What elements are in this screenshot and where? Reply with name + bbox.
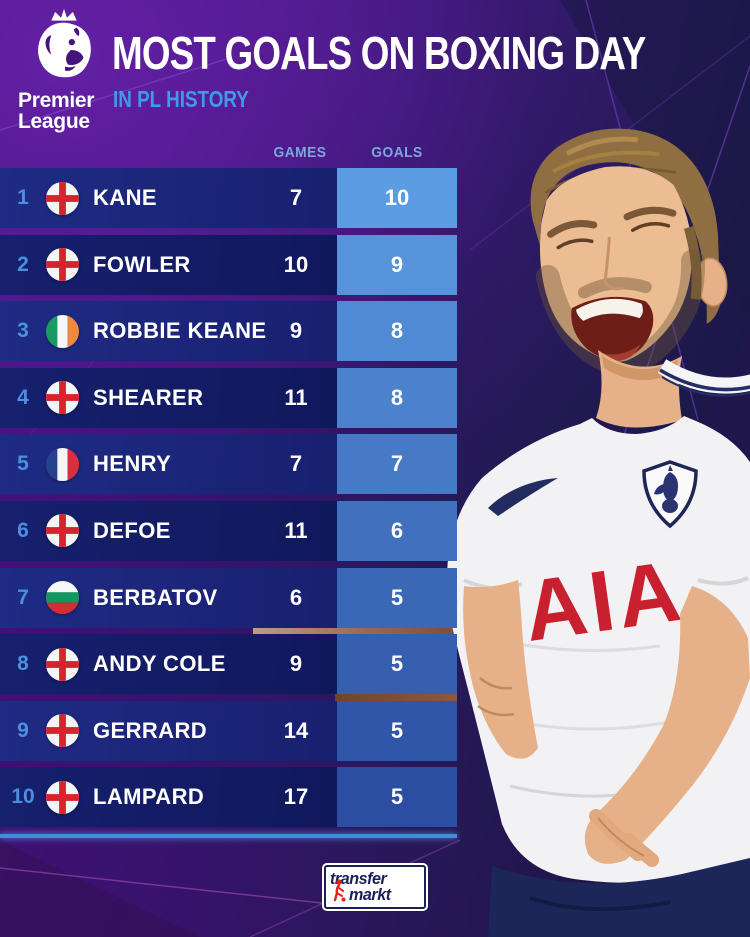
goals-cell: 5 <box>337 567 457 628</box>
table-row: 10 LAMPARD 17 5 <box>0 767 457 828</box>
table-row: 9 GERRARD 14 5 <box>0 700 457 761</box>
premier-league-lion-icon <box>38 8 91 78</box>
goals-value: 8 <box>390 318 404 344</box>
goals-cell: 7 <box>337 434 457 495</box>
goals-cell: 5 <box>337 767 457 828</box>
games-value: 6 <box>289 584 303 610</box>
games-value: 7 <box>289 185 303 210</box>
footballer-icon <box>333 879 346 902</box>
england-flag-icon <box>46 714 79 748</box>
player-name: HENRY <box>93 451 172 477</box>
player-name: GERRARD <box>93 717 208 743</box>
games-value: 9 <box>289 318 303 344</box>
brand-line1: transfer <box>330 868 387 888</box>
player-name: ROBBIE KEANE <box>93 318 267 344</box>
goals-cell: 8 <box>337 301 457 362</box>
games-value: 9 <box>289 651 303 677</box>
player-name: DEFOE <box>93 517 171 543</box>
england-flag-icon <box>46 514 79 548</box>
goals-value: 7 <box>390 451 404 477</box>
goals-value: 5 <box>390 651 404 677</box>
photo-arm-sliver <box>335 694 457 703</box>
rank-label: 8 <box>17 652 29 676</box>
table-row: 1 KANE 7 10 <box>0 168 457 228</box>
england-flag-icon <box>46 248 79 282</box>
goals-value: 9 <box>390 251 404 277</box>
table-row: 3 ROBBIE KEANE 9 8 <box>0 301 457 362</box>
ireland-flag-icon <box>46 314 79 348</box>
table-rows: 1 KANE 7 10 2 FOWLER 10 9 3 ROBBIE KEANE… <box>0 168 457 828</box>
games-value: 11 <box>284 384 308 410</box>
rank-label: 4 <box>17 385 29 409</box>
goals-cell: 9 <box>337 234 457 295</box>
table-column-headers: GAMES GOALS <box>0 144 457 164</box>
goals-value: 5 <box>390 584 404 610</box>
rank-label: 5 <box>17 452 29 476</box>
page-subtitle: IN PL HISTORY <box>113 86 249 112</box>
rank-label: 6 <box>17 518 29 542</box>
player-name: FOWLER <box>93 251 191 277</box>
games-value: 17 <box>283 784 309 810</box>
rank-label: 7 <box>17 585 29 609</box>
games-value: 7 <box>289 451 303 477</box>
player-name: ANDY COLE <box>93 651 226 677</box>
player-name: LAMPARD <box>93 784 205 810</box>
goals-value: 5 <box>390 784 404 810</box>
england-flag-icon <box>46 647 79 681</box>
goals-cell: 10 <box>337 168 457 228</box>
photo-arm-sliver <box>253 627 457 636</box>
table-underline <box>0 834 457 838</box>
france-flag-icon <box>46 447 79 481</box>
goals-cell: 8 <box>337 367 457 428</box>
kane-photo: AIA <box>446 128 750 937</box>
table-row: 6 DEFOE 11 6 <box>0 500 457 561</box>
table-row: 5 HENRY 7 7 <box>0 434 457 495</box>
goals-value: 10 <box>384 185 410 210</box>
page-title: MOST GOALS ON BOXING DAY <box>112 27 646 79</box>
goals-value: 6 <box>390 517 404 543</box>
rank-label: 9 <box>17 718 29 742</box>
table-row: 2 FOWLER 10 9 <box>0 234 457 295</box>
table-row: 7 BERBATOV 6 5 <box>0 567 457 628</box>
games-value: 14 <box>283 717 309 743</box>
player-name: KANE <box>93 185 157 210</box>
goals-cell: 6 <box>337 500 457 561</box>
player-name: SHEARER <box>93 384 204 410</box>
league-logo-line1: Premier <box>18 89 95 112</box>
league-logo-line2: League <box>18 110 90 134</box>
games-value: 11 <box>284 517 308 543</box>
column-header-goals: GOALS <box>371 144 423 161</box>
goals-cell: 5 <box>337 700 457 761</box>
player-name: BERBATOV <box>93 584 218 610</box>
rank-label: 3 <box>17 319 29 343</box>
goals-value: 8 <box>390 384 404 410</box>
games-value: 10 <box>283 251 309 277</box>
brand-line2: markt <box>349 885 391 904</box>
england-flag-icon <box>46 181 79 215</box>
goals-cell: 5 <box>337 634 457 695</box>
table-row: 4 SHEARER 11 8 <box>0 367 457 428</box>
table-row: 8 ANDY COLE 9 5 <box>0 634 457 695</box>
rank-label: 2 <box>17 252 29 276</box>
england-flag-icon <box>46 381 79 415</box>
column-header-games: GAMES <box>273 144 327 161</box>
rank-label: 10 <box>11 785 35 809</box>
rank-label: 1 <box>17 186 29 209</box>
goals-value: 5 <box>390 717 404 743</box>
shirt-sponsor-text: AIA <box>518 543 690 660</box>
transfermarkt-logo: transfer markt <box>322 863 428 911</box>
england-flag-icon <box>46 780 79 814</box>
premier-league-logo: Premier League <box>14 6 114 133</box>
bulgaria-flag-icon <box>46 581 79 615</box>
